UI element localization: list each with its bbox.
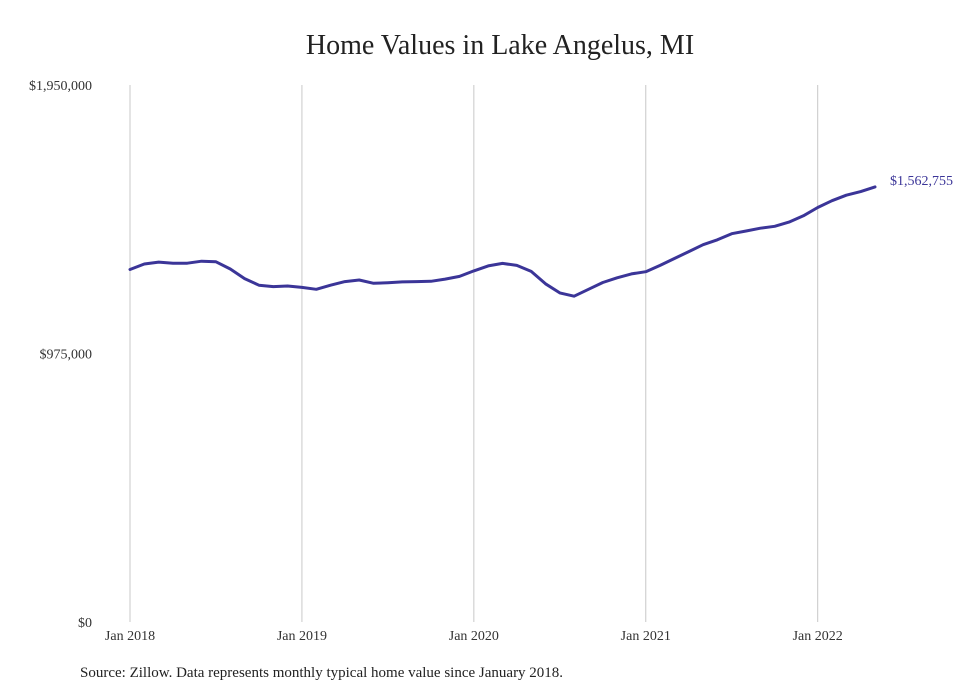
x-tick-label: Jan 2022 [793,629,843,644]
series-layer [128,185,877,298]
x-axis-ticks: Jan 2018 Jan 2019 Jan 2020 Jan 2021 Jan 2022 [105,629,843,644]
x-tick-label: Jan 2020 [449,629,499,644]
y-tick-label: $0 [78,616,92,631]
end-value-label: $1,562,755 [890,174,953,189]
x-tick-label: Jan 2018 [105,629,155,644]
end-label-layer: $1,562,755 [890,174,953,189]
series-line [128,185,877,298]
source-note: Source: Zillow. Data represents monthly … [80,665,564,681]
y-tick-label: $1,950,000 [29,79,92,94]
grid-lines [129,85,819,622]
y-axis-ticks: $0 $975,000 $1,950,000 [29,79,92,631]
x-tick-label: Jan 2021 [621,629,671,644]
chart-title: Home Values in Lake Angelus, MI [305,30,695,61]
x-tick-label: Jan 2019 [277,629,327,644]
y-tick-label: $975,000 [40,348,93,363]
